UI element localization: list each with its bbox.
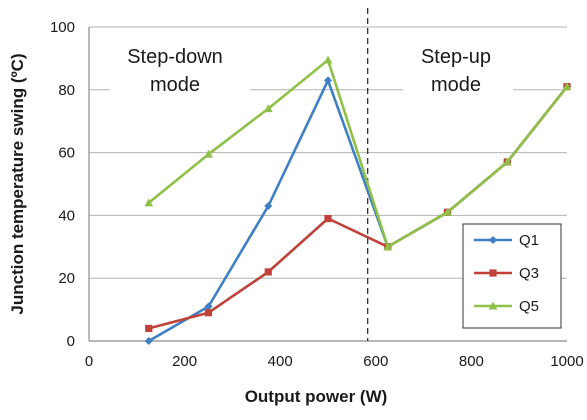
series-point-q1-2 xyxy=(264,201,273,210)
legend-label-q5: Q5 xyxy=(519,298,539,315)
x-tick-label-600: 600 xyxy=(363,353,388,370)
x-tick-label-1000: 1000 xyxy=(550,353,583,370)
legend-label-q1: Q1 xyxy=(519,232,539,249)
legend-marker-q1 xyxy=(489,236,497,244)
step-up-annotation-line2: mode xyxy=(431,74,481,96)
series-point-q3-2 xyxy=(264,268,272,276)
legend: Q1 Q3 Q5 xyxy=(462,223,562,329)
series-point-q5-1 xyxy=(204,149,213,158)
series-point-q1-1 xyxy=(204,302,213,311)
x-tick-label-800: 800 xyxy=(459,353,484,370)
series-point-q3-0 xyxy=(145,324,153,333)
series-point-q3-1 xyxy=(204,309,213,317)
legend-box xyxy=(462,223,562,329)
series-point-q1-0 xyxy=(144,337,153,345)
x-axis-title: Output power (W) xyxy=(245,387,388,406)
data-series xyxy=(144,55,572,345)
step-up-annotation-bg xyxy=(403,40,513,98)
series-point-q5-7 xyxy=(562,82,572,91)
series-point-q3-3 xyxy=(324,214,332,223)
y-tick-label-0: 0 xyxy=(67,333,75,350)
legend-marker-q3 xyxy=(489,269,497,277)
series-point-q5-5 xyxy=(443,207,452,216)
series-point-q1-3 xyxy=(324,76,332,85)
y-tick-label-60: 60 xyxy=(58,145,75,162)
series-point-q5-6 xyxy=(502,157,512,166)
step-down-annotation-bg xyxy=(110,40,250,98)
y-tick-label-40: 40 xyxy=(58,207,75,224)
series-line-q5 xyxy=(147,58,569,249)
series-point-q5-0 xyxy=(144,198,154,207)
y-tick-label-20: 20 xyxy=(58,270,75,287)
series-point-q5-2 xyxy=(263,104,273,113)
step-down-annotation-line1: Step-down xyxy=(127,46,223,68)
legend-label-q3: Q3 xyxy=(519,265,539,282)
y-tick-label-80: 80 xyxy=(58,82,75,99)
y-tick-label-100: 100 xyxy=(50,19,75,36)
step-up-annotation-line1: Step-up xyxy=(421,46,491,68)
y-axis-title: Junction temperature swing (ºC) xyxy=(8,53,27,314)
mode-annotations: Step-down mode Step-up mode xyxy=(110,8,513,341)
series-point-q5-3 xyxy=(323,55,333,64)
step-down-annotation-line2: mode xyxy=(150,74,200,96)
x-tick-label-400: 400 xyxy=(268,353,293,370)
x-tick-label-200: 200 xyxy=(172,353,197,370)
x-tick-label-0: 0 xyxy=(85,353,93,370)
series-point-q5-4 xyxy=(383,242,393,251)
legend-marker-q5 xyxy=(488,301,498,310)
